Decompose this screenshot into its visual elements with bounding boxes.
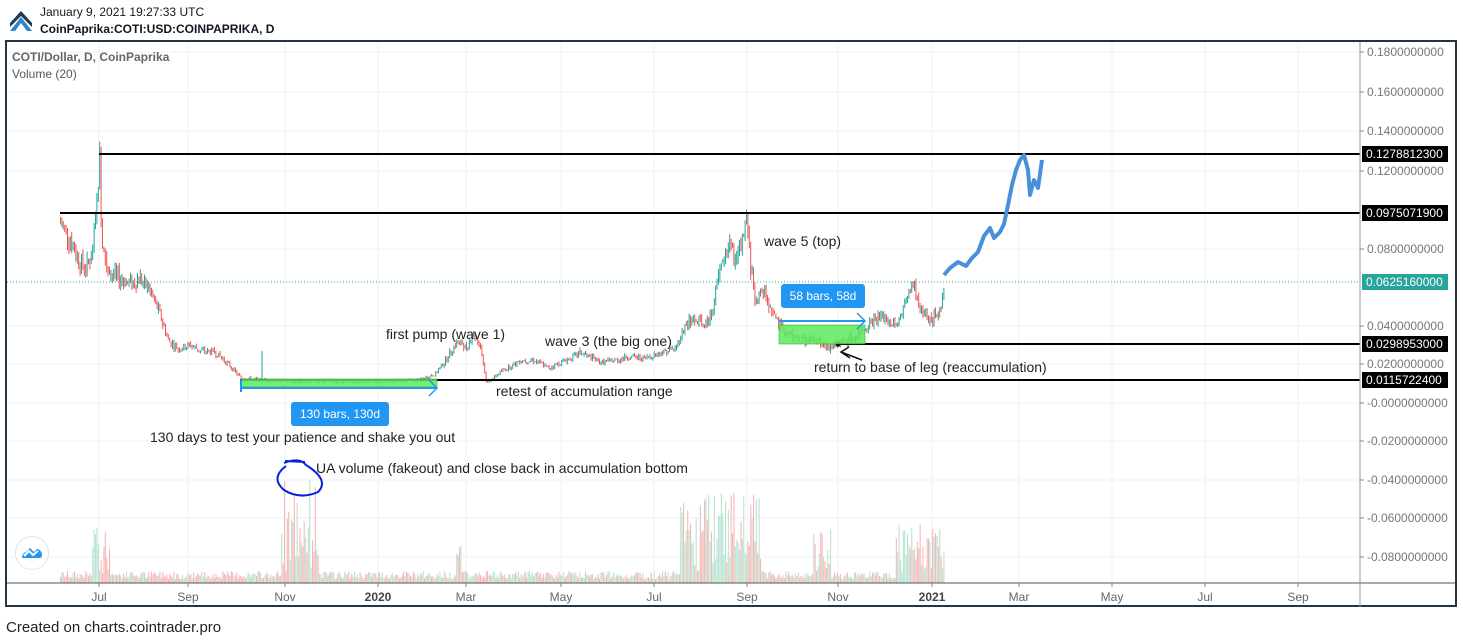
x-tick-label: Nov xyxy=(274,590,295,604)
y-tick-label: 0.0400000000 xyxy=(1367,319,1444,333)
chart-frame xyxy=(5,40,1457,607)
x-tick-label: Jul xyxy=(1197,590,1212,604)
grid xyxy=(7,42,1360,583)
measure-badge-130[interactable]: 130 bars, 130d xyxy=(291,402,389,426)
x-tick-label: 2020 xyxy=(365,590,392,604)
measure-badge-58[interactable]: 58 bars, 58d xyxy=(781,284,865,308)
x-tick-label: May xyxy=(550,590,573,604)
y-tick-label: 0.1400000000 xyxy=(1367,124,1444,138)
price-tag: 0.0975071900 xyxy=(1362,205,1448,221)
x-axis[interactable]: Jul Sep Nov 2020 Mar May Jul Sep Nov 2021 Mar May Ju… xyxy=(91,583,1309,604)
annotation-wave-3[interactable]: wave 3 (the big one) xyxy=(544,333,672,349)
price-tag-label: 0.0975071900 xyxy=(1366,206,1443,220)
reaccumulation-range-box[interactable] xyxy=(778,324,866,345)
y-tick-label: -0.0800000000 xyxy=(1367,550,1448,564)
annotation-patience[interactable]: 130 days to test your patience and shake… xyxy=(150,429,455,445)
measure-label-130: 130 bars, 130d xyxy=(300,407,380,421)
tradingview-logo-icon xyxy=(10,9,32,31)
x-tick-label: Sep xyxy=(736,590,758,604)
x-tick-label: Jul xyxy=(91,590,106,604)
y-tick-label: 0.0200000000 xyxy=(1367,357,1444,371)
volume-bars xyxy=(60,479,945,583)
price-candles xyxy=(60,141,945,384)
y-tick-label: -0.0400000000 xyxy=(1367,473,1448,487)
price-tag: 0.0298953000 xyxy=(1362,336,1448,352)
measure-label-58: 58 bars, 58d xyxy=(790,289,857,303)
x-tick-label: May xyxy=(1101,590,1124,604)
series-title: COTI/Dollar, D, CoinPaprika xyxy=(12,50,170,64)
price-tag-label: 0.0625160000 xyxy=(1366,275,1443,289)
indicator-label[interactable]: Volume (20) xyxy=(12,67,77,81)
x-tick-label: Mar xyxy=(1009,590,1030,604)
y-tick-label: 0.1200000000 xyxy=(1367,164,1444,178)
annotation-wave-1[interactable]: first pump (wave 1) xyxy=(386,326,505,342)
annotation-ua-volume[interactable]: UA volume (fakeout) and close back in ac… xyxy=(316,460,688,476)
projection-path[interactable] xyxy=(942,153,1044,277)
price-tag: 0.0115722400 xyxy=(1362,372,1448,388)
annotation-wave-5[interactable]: wave 5 (top) xyxy=(763,233,841,249)
x-tick-label: 2021 xyxy=(919,590,946,604)
snapshot-timestamp: January 9, 2021 19:27:33 UTC xyxy=(40,5,205,19)
footer-credit: Created on charts.cointrader.pro xyxy=(6,619,222,636)
hand-drawn-circle[interactable] xyxy=(276,459,323,497)
x-tick-label: Sep xyxy=(177,590,199,604)
symbol-title: CoinPaprika:COTI:USD:COINPAPRIKA, D xyxy=(40,22,275,36)
y-tick-label: -0.0000000000 xyxy=(1367,396,1448,410)
price-tag-label: 0.0298953000 xyxy=(1366,337,1443,351)
cointrader-badge[interactable] xyxy=(15,536,49,570)
cloud-chart-icon xyxy=(22,548,42,558)
x-tick-label: Sep xyxy=(1287,590,1309,604)
annotation-retest[interactable]: retest of accumulation range xyxy=(496,383,673,399)
chart-legend: COTI/Dollar, D, CoinPaprika Volume (20) xyxy=(12,49,169,83)
x-tick-label: Jul xyxy=(646,590,661,604)
x-tick-label: Mar xyxy=(456,590,477,604)
price-tag: 0.1278812300 xyxy=(1362,146,1448,162)
x-tick-label: Nov xyxy=(827,590,848,604)
price-tag: 0.0625160000 xyxy=(1362,274,1448,290)
y-tick-label: 0.0800000000 xyxy=(1367,242,1444,256)
price-tag-label: 0.0115722400 xyxy=(1366,373,1442,387)
y-tick-label: -0.0600000000 xyxy=(1367,511,1448,525)
y-tick-label: 0.1600000000 xyxy=(1367,85,1444,99)
y-tick-label: 0.1800000000 xyxy=(1367,45,1444,59)
accumulation-range-box[interactable] xyxy=(240,378,438,388)
y-axis[interactable]: 0.1800000000 0.1600000000 0.1400000000 0.12… xyxy=(1360,45,1448,564)
price-tag-label: 0.1278812300 xyxy=(1366,147,1443,161)
y-tick-label: -0.0200000000 xyxy=(1367,434,1448,448)
annotation-reaccumulation[interactable]: return to base of leg (reaccumulation) xyxy=(814,359,1047,375)
